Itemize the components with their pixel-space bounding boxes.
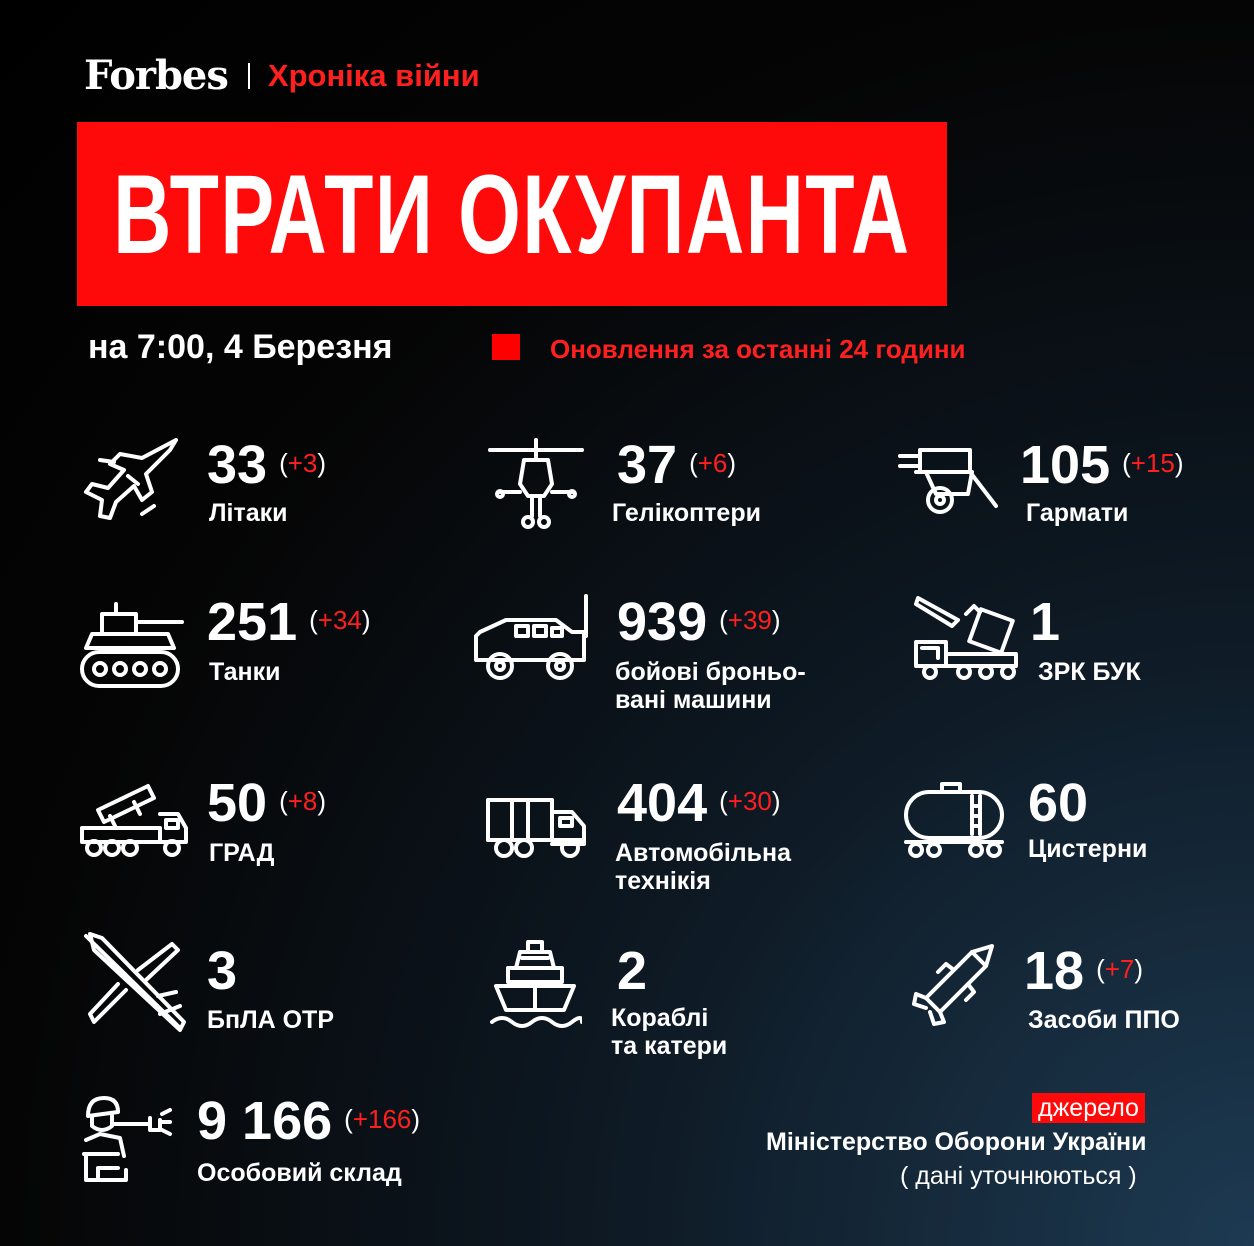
artillery-icon — [896, 446, 1000, 516]
stat-label: ЗРК БУК — [1038, 658, 1141, 686]
stat-delta: (+3) — [279, 448, 327, 478]
page-title: ВТРАТИ ОКУПАНТА — [113, 151, 911, 277]
drone-icon — [80, 930, 186, 1034]
stat-value: 2 — [617, 941, 648, 1001]
brand-divider — [247, 62, 250, 89]
stat-delta: (+166) — [344, 1104, 421, 1134]
stat-label: Засоби ППО — [1028, 1006, 1180, 1034]
stat-label: Автомобільна — [615, 839, 792, 867]
stat-label: Гелікоптери — [612, 499, 761, 527]
stat-value: 33 — [207, 435, 268, 495]
stat-label: Гармати — [1026, 499, 1129, 527]
title-banner: ВТРАТИ ОКУПАНТА — [77, 122, 947, 306]
stat-value: 3 — [207, 941, 238, 1001]
brand-header: Forbes Хроніка війни — [84, 52, 480, 99]
stat-label-line2: вані машини — [615, 686, 772, 714]
helicopter-icon — [486, 436, 586, 532]
jet-icon — [80, 436, 180, 532]
source-name: Міністерство Оборони України — [766, 1128, 1147, 1156]
stat-value: 9 166 — [197, 1091, 333, 1151]
stat-label: бойові броньо- — [615, 658, 806, 686]
source-note: ( дані уточнюються ) — [900, 1162, 1137, 1190]
stat-label: Літаки — [209, 499, 288, 527]
date-label: на 7:00, 4 Березня — [88, 328, 393, 366]
stat-value: 18 — [1024, 941, 1085, 1001]
source-tag: джерело — [1032, 1093, 1145, 1123]
stat-value: 37 — [617, 435, 678, 495]
stat-delta: (+7) — [1096, 954, 1144, 984]
stat-delta: (+6) — [689, 448, 737, 478]
forbes-logo: Forbes — [84, 52, 229, 99]
stat-label: БпЛА ОТР — [207, 1006, 335, 1034]
stat-label: Танки — [209, 658, 281, 686]
tanker-icon — [902, 780, 1006, 862]
legend-swatch — [492, 334, 520, 360]
stat-value: 404 — [617, 773, 708, 833]
missile-launcher-truck-icon — [912, 592, 1020, 684]
stat-label-line2: та катери — [611, 1032, 728, 1060]
stat-label: Цистерни — [1028, 835, 1148, 863]
truck-icon — [484, 796, 590, 862]
stat-label: Кораблі — [611, 1004, 709, 1032]
stat-label: Особовий склад — [197, 1159, 402, 1187]
stat-value: 1 — [1030, 592, 1061, 652]
rocket-launcher-icon — [78, 780, 190, 862]
stat-value: 105 — [1020, 435, 1111, 495]
missile-icon — [912, 942, 996, 1026]
stat-delta: (+39) — [719, 605, 781, 635]
stat-delta: (+8) — [279, 786, 327, 816]
soldier-icon — [78, 1094, 174, 1186]
stat-value: 50 — [207, 773, 268, 833]
stat-label: ГРАД — [209, 839, 275, 867]
tank-icon — [78, 600, 184, 692]
ship-icon — [488, 938, 582, 1032]
section-title: Хроніка війни — [267, 57, 480, 93]
legend-label: Оновлення за останні 24 години — [550, 334, 966, 364]
stat-value: 60 — [1028, 773, 1089, 833]
stat-value: 939 — [617, 592, 708, 652]
stat-label-line2: технікія — [615, 867, 711, 895]
stat-value: 251 — [207, 592, 298, 652]
stat-delta: (+34) — [309, 605, 371, 635]
armored-vehicle-icon — [472, 592, 592, 686]
stat-delta: (+15) — [1122, 448, 1184, 478]
stat-delta: (+30) — [719, 786, 781, 816]
